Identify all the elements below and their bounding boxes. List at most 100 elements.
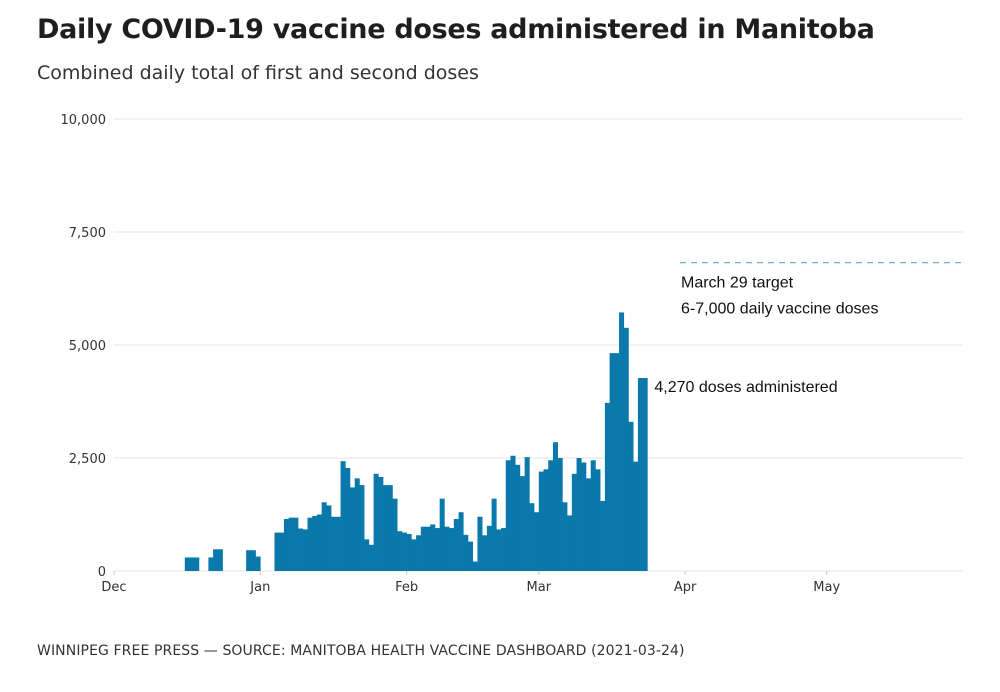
x-tick-label: May [813,580,840,595]
bar [529,503,535,571]
bar [609,353,615,571]
bar [184,557,190,571]
bar [307,517,313,571]
bar [468,541,474,571]
chart-title: Daily COVID-19 vaccine doses administere… [37,14,875,45]
bar [368,544,374,571]
bar [335,516,341,571]
bar [458,512,464,571]
source-credit: WINNIPEG FREE PRESS — SOURCE: MANITOBA H… [37,643,685,659]
bar [359,485,365,571]
bar [496,529,502,571]
bar [524,457,530,571]
y-axis: 0 2,500 5,000 7,500 10,000 [61,113,107,580]
bar [350,487,356,571]
bar [378,476,384,571]
bar [590,460,596,571]
bar [213,549,219,571]
bar [383,485,389,571]
bar [510,455,516,571]
bar [354,478,360,571]
bar [604,402,610,571]
bar [628,421,634,571]
bar [279,532,285,571]
bar [505,460,511,571]
x-axis: Dec Jan Feb Mar Apr May [101,571,840,595]
bars [184,312,648,571]
x-tick-label: Apr [674,580,697,595]
bar [567,515,573,571]
bar [552,442,558,571]
bar [557,458,563,571]
bar [562,502,568,571]
bar [274,532,280,571]
bar [420,526,426,571]
bar [283,519,289,571]
bar [543,469,549,571]
x-tick-label: Jan [249,580,270,595]
x-tick-label: Feb [395,580,418,595]
bar [288,517,294,571]
bar [392,498,398,571]
bar [486,525,492,571]
bar [444,526,450,571]
bar [453,519,459,571]
bar [477,516,483,571]
y-tick-label: 7,500 [69,226,106,241]
bar [217,549,223,571]
bar [449,528,455,571]
bar [439,498,445,571]
bar [595,469,601,571]
bar [501,528,507,571]
bar [208,557,214,571]
bar [472,561,478,571]
bar [246,550,252,571]
bar [293,517,299,571]
bar [326,505,332,571]
bar [425,526,431,571]
bar [614,353,620,571]
bar [312,515,318,571]
bar [519,476,525,571]
bar [340,461,346,571]
bar [623,327,629,571]
y-tick-label: 5,000 [69,339,106,354]
latest-value-label: 4,270 doses administered [654,379,837,396]
bar [581,462,587,571]
target-label-line2: 6-7,000 daily vaccine doses [681,301,878,318]
bar [548,460,554,571]
bar [637,378,643,571]
bar [298,528,304,571]
bar [619,312,625,571]
bar [434,528,440,571]
gridlines [114,118,963,572]
bar [538,471,544,571]
x-tick-label: Dec [101,580,126,595]
bar [255,556,261,571]
bar [345,467,351,571]
y-tick-label: 10,000 [61,113,107,128]
bar [411,539,417,571]
bar [576,458,582,571]
bar [250,550,256,571]
bar [397,531,403,571]
chart-subtitle: Combined daily total of first and second… [37,62,479,84]
bar [571,473,577,571]
bar [515,464,521,571]
bar [387,485,393,571]
bar [534,512,540,571]
bar [586,478,592,571]
bar [316,514,322,571]
y-tick-label: 2,500 [69,452,106,467]
x-tick-label: Mar [527,580,552,595]
bar [331,516,337,571]
bar [463,534,469,571]
target-label-line1: March 29 target [681,275,794,292]
y-tick-label: 0 [98,565,106,580]
bar [189,557,195,571]
bar [373,473,379,571]
bar [194,557,200,571]
bar [600,500,606,571]
bar [430,524,436,571]
